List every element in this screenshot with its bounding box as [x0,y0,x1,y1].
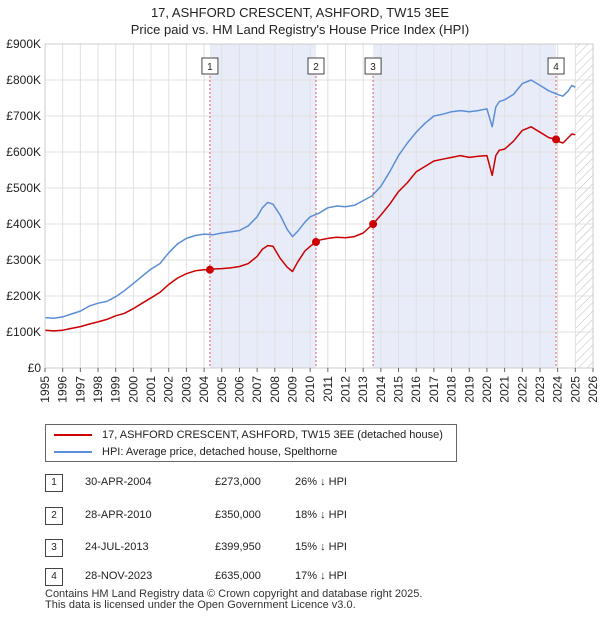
y-tick-label: £100K [6,325,41,339]
x-tick-label: 2011 [321,376,335,402]
sale-date: 30-APR-2004 [85,476,152,488]
x-tick-label: 2019 [462,376,476,403]
sale-row: 2 28-APR-2010 £350,000 18% ↓ HPI [45,507,585,525]
x-tick-label: 1995 [38,376,52,403]
sale-row: 4 28-NOV-2023 £635,000 17% ↓ HPI [45,568,585,586]
sale-marker-label: 3 [370,62,376,73]
x-tick-label: 2020 [480,376,494,403]
title-line-1: 17, ASHFORD CRESCENT, ASHFORD, TW15 3EE [150,5,450,20]
x-tick-label: 2016 [409,376,423,403]
sale-marker-box [364,57,382,75]
sale-row: 3 24-JUL-2013 £399,950 15% ↓ HPI [45,539,585,557]
legend-swatch-hpi [54,451,92,453]
x-tick-label: 2003 [179,376,193,403]
x-tick-label: 2017 [427,376,441,403]
sale-hpi-diff: 18% ↓ HPI [295,509,347,521]
x-tick-label: 2021 [498,376,512,403]
y-tick-label: £200K [6,289,41,303]
x-tick-label: 2022 [515,376,529,403]
sale-point [205,265,214,274]
sale-marker-box [547,57,565,75]
x-tick-label: 2013 [356,376,370,403]
y-tick-label: £0 [28,361,42,375]
sale-price: £399,950 [215,541,261,553]
sale-marker-label: 1 [207,62,213,73]
legend-item-price-paid: 17, ASHFORD CRESCENT, ASHFORD, TW15 3EE … [54,427,443,443]
sale-hpi-diff: 26% ↓ HPI [295,476,347,488]
sale-number-badge: 2 [45,507,63,525]
sale-hpi-diff: 15% ↓ HPI [295,541,347,553]
x-tick-label: 2006 [232,376,246,403]
legend-item-hpi: HPI: Average price, detached house, Spel… [54,444,337,460]
y-tick-label: £300K [6,253,41,267]
y-tick-label: £400K [6,217,41,231]
plot-frame [44,43,594,369]
x-tick-label: 2024 [551,376,565,403]
x-tick-label: 2014 [374,376,388,403]
x-tick-label: 2001 [144,376,158,403]
legend-swatch-price-paid [54,434,92,436]
x-tick-label: 1999 [109,376,123,403]
x-tick-label: 2018 [445,376,459,403]
x-tick-label: 2005 [215,376,229,403]
x-tick-label: 1998 [91,376,105,403]
future-hatch [575,44,593,368]
sale-marker-label: 4 [553,62,559,73]
sale-date: 24-JUL-2013 [85,541,149,553]
x-tick-label: 2008 [268,376,282,403]
footer-line-2: This data is licensed under the Open Gov… [45,599,356,611]
x-tick-label: 2002 [162,376,176,403]
sale-price: £350,000 [215,509,261,521]
x-tick-label: 2009 [285,376,299,403]
sale-hpi-diff: 17% ↓ HPI [295,570,347,582]
sale-marker-box [307,57,325,75]
y-tick-label: £700K [6,109,41,123]
sale-date: 28-NOV-2023 [85,570,153,582]
footer-line-1: Contains HM Land Registry data © Crown c… [45,588,423,600]
y-tick-label: £500K [6,181,41,195]
x-tick-label: 2007 [250,376,264,403]
x-tick-label: 2004 [197,376,211,403]
price-chart: 1 2 3 4 £0 £100K £200K £300K £400K £500K £600K £70… [6,38,600,403]
legend-label-hpi: HPI: Average price, detached house, Spel… [102,446,338,458]
x-tick-label: 2026 [586,376,600,403]
title-line-2: Price paid vs. HM Land Registry's House … [130,22,470,37]
sale-marker-box [201,57,219,75]
ownership-shade [373,44,557,368]
sale-row: 1 30-APR-2004 £273,000 26% ↓ HPI [45,474,585,492]
sale-number-badge: 3 [45,539,63,557]
footer-notice: Contains HM Land Registry data © Crown c… [45,589,422,611]
sale-point [369,220,378,229]
sale-price: £635,000 [215,570,261,582]
sale-point [552,135,561,144]
sale-price: £273,000 [215,476,261,488]
hpi-series-line [45,79,576,320]
x-tick-label: 1997 [73,376,87,403]
sale-point [311,238,320,246]
y-tick-label: £800K [6,73,41,87]
x-tick-label: 2012 [339,376,353,403]
x-tick-label: 2025 [568,376,582,403]
chart-title: 17, ASHFORD CRESCENT, ASHFORD, TW15 3EE … [0,4,600,38]
legend-label-price-paid: 17, ASHFORD CRESCENT, ASHFORD, TW15 3EE … [102,429,443,441]
y-tick-label: £600K [6,145,41,159]
y-tick-label: £900K [6,38,41,51]
sale-number-badge: 1 [45,474,63,492]
sale-date: 28-APR-2010 [85,509,152,521]
x-tick-label: 2023 [533,376,547,403]
sale-number-badge: 4 [45,568,63,586]
x-tick-label: 2000 [126,376,140,403]
ownership-shade [209,44,316,368]
x-tick-label: 1996 [56,376,70,403]
sale-marker-label: 2 [313,62,319,73]
legend: 17, ASHFORD CRESCENT, ASHFORD, TW15 3EE … [45,424,457,462]
x-tick-label: 2010 [303,376,317,403]
x-tick-label: 2015 [392,376,406,403]
